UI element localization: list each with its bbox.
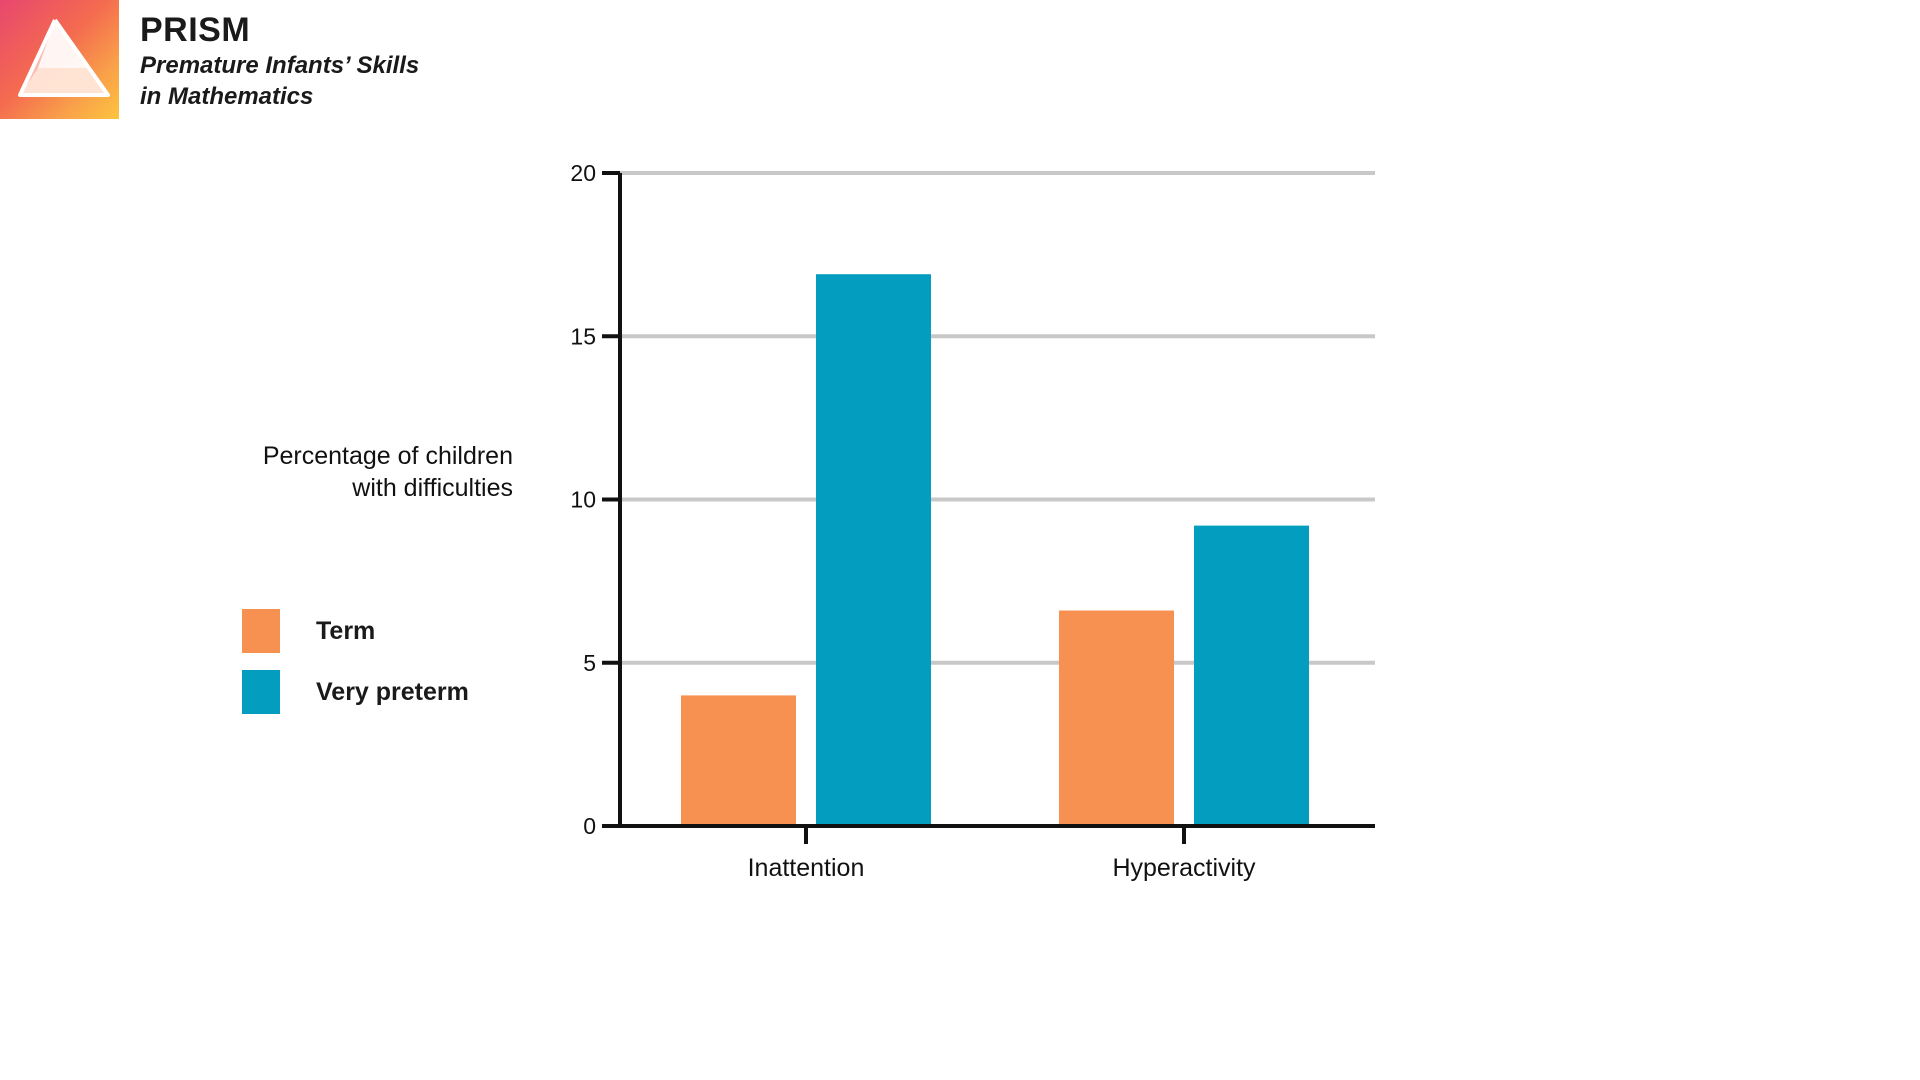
y-tick-label: 10 (570, 487, 596, 513)
brand-subtitle-line-1: Premature Infants’ Skills (140, 52, 420, 79)
y-tick-label: 5 (583, 650, 596, 676)
legend-swatch-very-preterm (242, 670, 280, 714)
prism-logo (0, 0, 119, 119)
legend-label-term: Term (316, 616, 376, 645)
y-tick-label: 20 (570, 160, 596, 186)
bar (816, 274, 931, 827)
y-axis-label: Percentage of children with difficulties (200, 440, 513, 504)
brand-subtitle-line-2: in Mathematics (140, 83, 314, 110)
bar (1059, 610, 1174, 826)
x-tick-label: Inattention (748, 854, 865, 882)
brand-block: PRISM Premature Infants’ Skills in Mathe… (140, 10, 460, 112)
bar (1194, 525, 1309, 826)
x-tick-label: Hyperactivity (1112, 854, 1256, 882)
legend: Term Very preterm (242, 609, 469, 731)
bar (681, 695, 796, 826)
legend-item-very-preterm: Very preterm (242, 670, 469, 714)
prism-triangle-icon (18, 18, 110, 97)
y-axis-label-line-2: with difficulties (352, 474, 513, 502)
y-tick-label: 15 (570, 323, 596, 349)
legend-label-very-preterm: Very preterm (316, 677, 469, 706)
legend-swatch-term (242, 609, 280, 653)
y-axis-label-line-1: Percentage of children (262, 442, 513, 470)
brand-name: PRISM (140, 11, 251, 49)
y-tick-label: 0 (583, 813, 596, 839)
legend-item-term: Term (242, 609, 469, 653)
